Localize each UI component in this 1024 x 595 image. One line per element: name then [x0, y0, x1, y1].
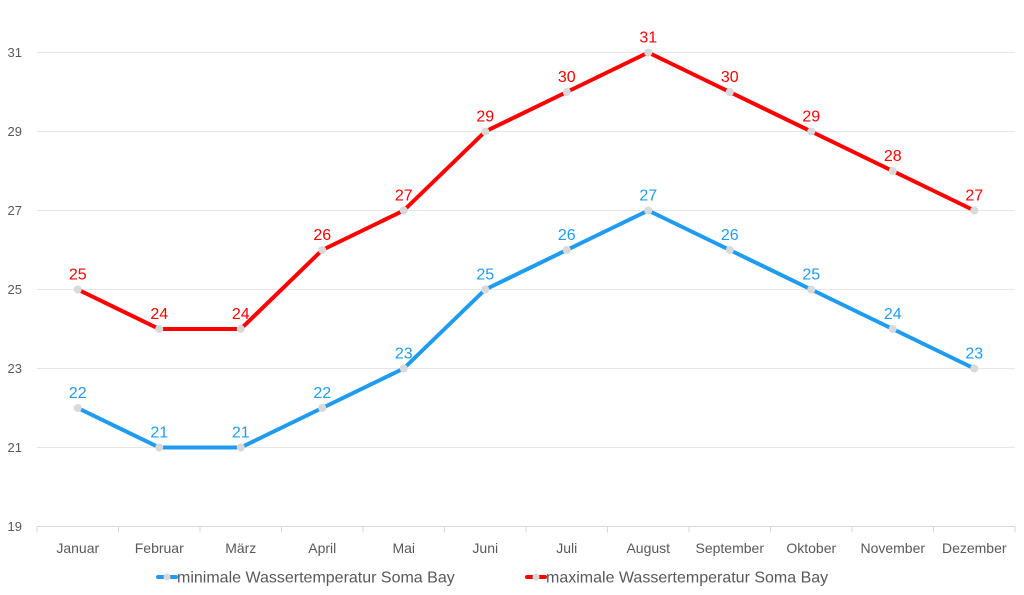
data-point	[155, 325, 164, 333]
x-tick-label: Februar	[135, 540, 184, 556]
data-point	[644, 48, 653, 57]
data-point	[970, 364, 979, 373]
data-label: 25	[476, 267, 494, 284]
data-point	[73, 285, 82, 294]
legend-entry: minimale Wassertemperatur Soma Bay	[177, 570, 455, 587]
data-label: 25	[69, 267, 87, 284]
y-tick-label: 25	[8, 282, 22, 297]
x-axis: Januar Februar März April Mai Juni Juli August S…	[36, 526, 1016, 556]
data-point	[562, 246, 571, 254]
x-tick-label: November	[860, 540, 925, 556]
data-label: 30	[558, 69, 576, 86]
x-tick-label: Oktober	[786, 540, 836, 556]
data-point	[236, 325, 245, 333]
data-point	[725, 246, 734, 254]
legend-swatch-marker	[163, 573, 171, 581]
x-tick-label: Januar	[56, 540, 99, 556]
data-point	[644, 206, 653, 215]
data-point	[399, 206, 408, 215]
data-label: 24	[232, 306, 250, 323]
data-label: 22	[69, 385, 87, 402]
data-label: 23	[395, 346, 413, 363]
data-point	[318, 404, 327, 412]
x-tick-label: August	[626, 540, 670, 556]
data-point	[807, 127, 816, 136]
x-tick-label: Juni	[472, 540, 498, 556]
data-label: 26	[558, 227, 576, 244]
data-point	[155, 443, 164, 452]
data-label: 21	[232, 425, 250, 442]
series-lines	[73, 48, 979, 452]
data-point	[318, 246, 327, 254]
data-label: 24	[150, 306, 168, 323]
legend-entry: maximale Wassertemperatur Soma Bay	[546, 570, 828, 587]
data-label: 23	[965, 346, 983, 363]
data-label: 22	[313, 385, 331, 402]
x-tick-label: September	[696, 540, 765, 556]
data-label: 29	[476, 109, 494, 126]
data-point	[236, 443, 245, 452]
y-tick-label: 27	[8, 203, 22, 218]
legend: minimale Wassertemperatur Soma Bay maxima…	[156, 570, 828, 587]
data-label: 27	[965, 188, 983, 205]
y-tick-label: 21	[8, 440, 22, 455]
data-labels: 22 21 21 22 23 25 26 27 26 25 24 23 25 24 24 26 27 29 30 31…	[69, 30, 983, 442]
data-label: 28	[884, 148, 902, 165]
grid-lines	[37, 52, 1015, 448]
x-tick-label: Mai	[392, 540, 415, 556]
data-point	[970, 206, 979, 215]
y-tick-label: 31	[8, 45, 22, 60]
data-point	[73, 404, 82, 412]
data-point	[888, 325, 897, 333]
data-label: 30	[721, 69, 739, 86]
x-tick-label: Dezember	[942, 540, 1007, 556]
data-label: 25	[802, 267, 820, 284]
y-tick-label: 19	[8, 519, 22, 534]
x-tick-label: März	[225, 540, 256, 556]
series-line-min	[75, 208, 977, 450]
data-label: 26	[721, 227, 739, 244]
legend-swatch-marker	[532, 573, 540, 581]
data-label: 27	[639, 188, 657, 205]
x-tick-label: Juli	[556, 540, 577, 556]
data-label: 26	[313, 227, 331, 244]
y-tick-label: 23	[8, 361, 22, 376]
data-point	[888, 167, 897, 175]
data-label: 24	[884, 306, 902, 323]
data-label: 31	[639, 30, 657, 47]
data-label: 21	[150, 425, 168, 442]
y-axis: 19 21 23 25 27 29 31	[8, 45, 22, 534]
data-point	[562, 88, 571, 96]
data-point	[481, 127, 490, 136]
y-tick-label: 29	[8, 124, 22, 139]
data-point	[807, 285, 816, 294]
data-label: 29	[802, 109, 820, 126]
data-point	[725, 88, 734, 96]
data-point	[481, 285, 490, 294]
data-point	[399, 364, 408, 373]
data-label: 27	[395, 188, 413, 205]
x-tick-label: April	[308, 540, 336, 556]
series-line-max	[75, 50, 977, 331]
